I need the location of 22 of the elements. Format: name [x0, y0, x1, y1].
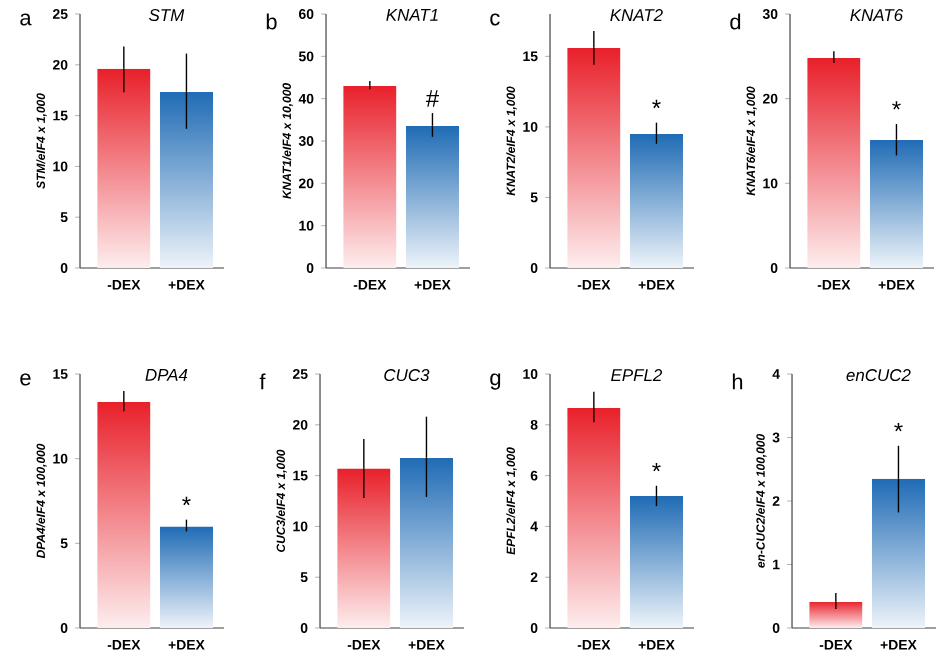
chart-title: KNAT2 — [610, 9, 663, 21]
annotation: # — [425, 90, 439, 107]
text: a — [20, 13, 32, 26]
chart-title: enCUC2 — [846, 369, 911, 382]
text: e — [20, 373, 31, 386]
text: b — [266, 13, 277, 30]
chart-title: CUC3 — [384, 369, 430, 382]
chart-title: STM — [149, 9, 185, 22]
annotation: * — [652, 99, 661, 109]
chart-title: EPFL2 — [611, 369, 663, 381]
chart-title: DPA4 — [145, 369, 188, 381]
chart-title: KNAT1 — [386, 9, 438, 21]
text: f — [259, 373, 266, 390]
annotation: * — [652, 462, 661, 472]
text: c — [490, 13, 500, 26]
text: g — [490, 373, 501, 390]
annotation: * — [182, 496, 191, 506]
chart-title: KNAT6 — [850, 9, 904, 22]
text: d — [730, 13, 741, 30]
text: h — [732, 373, 743, 390]
annotation: * — [894, 422, 903, 432]
annotation: * — [892, 101, 901, 110]
